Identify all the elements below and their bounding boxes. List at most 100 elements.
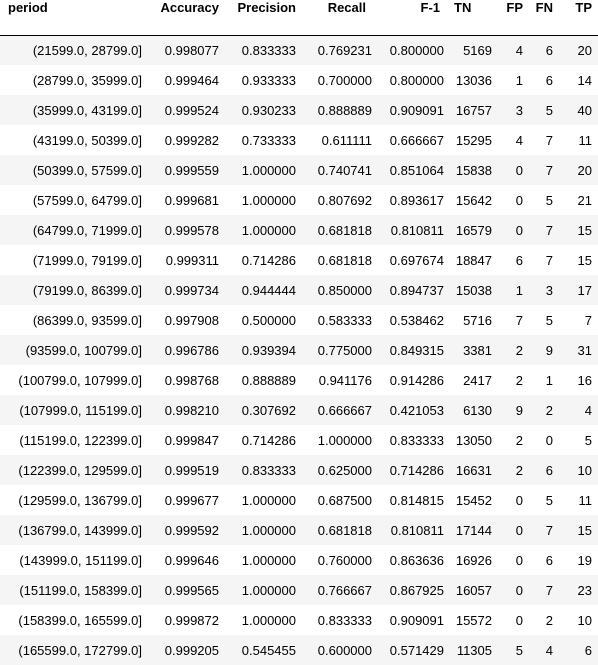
tp-cell: 11: [559, 485, 598, 515]
table-row: (136799.0, 143999.0] 0.999592 1.000000 0.68…: [0, 515, 598, 545]
tn-cell: 15838: [446, 155, 498, 185]
period-cell: (57599.0, 64799.0]: [0, 185, 150, 215]
f1-cell: 0.863636: [372, 545, 446, 575]
accuracy-cell: 0.999872: [150, 605, 225, 635]
fp-cell: 4: [498, 35, 529, 65]
tp-cell: 15: [559, 245, 598, 275]
accuracy-cell: 0.999282: [150, 125, 225, 155]
recall-cell: 0.888889: [302, 95, 372, 125]
table-row: (93599.0, 100799.0] 0.996786 0.939394 0.775…: [0, 335, 598, 365]
tn-cell: 3381: [446, 335, 498, 365]
accuracy-cell: 0.998210: [150, 395, 225, 425]
tp-cell: 14: [559, 65, 598, 95]
recall-cell: 0.600000: [302, 635, 372, 665]
fn-cell: 7: [529, 155, 559, 185]
precision-cell: 0.939394: [225, 335, 302, 365]
column-header-fp: FP: [498, 0, 529, 36]
table-row: (43199.0, 50399.0] 0.999282 0.733333 0.6111…: [0, 125, 598, 155]
tp-cell: 17: [559, 275, 598, 305]
accuracy-cell: 0.999559: [150, 155, 225, 185]
fn-cell: 5: [529, 95, 559, 125]
table-row: (107999.0, 115199.0] 0.998210 0.307692 0.66…: [0, 395, 598, 425]
tn-cell: 13036: [446, 65, 498, 95]
tp-cell: 10: [559, 605, 598, 635]
period-cell: (64799.0, 71999.0]: [0, 215, 150, 245]
recall-cell: 0.583333: [302, 305, 372, 335]
period-cell: (100799.0, 107999.0]: [0, 365, 150, 395]
tn-cell: 17144: [446, 515, 498, 545]
period-cell: (71999.0, 79199.0]: [0, 245, 150, 275]
fp-cell: 2: [498, 425, 529, 455]
fn-cell: 2: [529, 605, 559, 635]
accuracy-cell: 0.999847: [150, 425, 225, 455]
tn-cell: 15452: [446, 485, 498, 515]
accuracy-cell: 0.998077: [150, 35, 225, 65]
tp-cell: 31: [559, 335, 598, 365]
f1-cell: 0.697674: [372, 245, 446, 275]
accuracy-cell: 0.999205: [150, 635, 225, 665]
tp-cell: 15: [559, 515, 598, 545]
fp-cell: 0: [498, 185, 529, 215]
f1-cell: 0.849315: [372, 335, 446, 365]
table-row: (165599.0, 172799.0] 0.999205 0.545455 0.60…: [0, 635, 598, 665]
precision-cell: 1.000000: [225, 605, 302, 635]
recall-cell: 0.681818: [302, 245, 372, 275]
tp-cell: 40: [559, 95, 598, 125]
recall-cell: 0.941176: [302, 365, 372, 395]
period-cell: (143999.0, 151199.0]: [0, 545, 150, 575]
tp-cell: 10: [559, 455, 598, 485]
column-header-fn: FN: [529, 0, 559, 36]
recall-cell: 0.760000: [302, 545, 372, 575]
tn-cell: 15642: [446, 185, 498, 215]
accuracy-cell: 0.999646: [150, 545, 225, 575]
table-row: (129599.0, 136799.0] 0.999677 1.000000 0.68…: [0, 485, 598, 515]
fn-cell: 4: [529, 635, 559, 665]
fn-cell: 7: [529, 125, 559, 155]
fn-cell: 7: [529, 245, 559, 275]
tn-cell: 16757: [446, 95, 498, 125]
accuracy-cell: 0.999311: [150, 245, 225, 275]
tp-cell: 21: [559, 185, 598, 215]
precision-cell: 0.545455: [225, 635, 302, 665]
precision-cell: 0.888889: [225, 365, 302, 395]
tp-cell: 23: [559, 575, 598, 605]
f1-cell: 0.851064: [372, 155, 446, 185]
precision-cell: 1.000000: [225, 575, 302, 605]
f1-cell: 0.893617: [372, 185, 446, 215]
f1-cell: 0.867925: [372, 575, 446, 605]
recall-cell: 0.681818: [302, 515, 372, 545]
table-row: (71999.0, 79199.0] 0.999311 0.714286 0.6818…: [0, 245, 598, 275]
period-cell: (136799.0, 143999.0]: [0, 515, 150, 545]
period-cell: (43199.0, 50399.0]: [0, 125, 150, 155]
precision-cell: 0.944444: [225, 275, 302, 305]
precision-cell: 0.733333: [225, 125, 302, 155]
column-header-period: period: [0, 0, 150, 36]
accuracy-cell: 0.998768: [150, 365, 225, 395]
tn-cell: 13050: [446, 425, 498, 455]
fp-cell: 4: [498, 125, 529, 155]
precision-cell: 0.930233: [225, 95, 302, 125]
f1-cell: 0.810811: [372, 215, 446, 245]
tp-cell: 16: [559, 365, 598, 395]
fn-cell: 7: [529, 215, 559, 245]
recall-cell: 1.000000: [302, 425, 372, 455]
accuracy-cell: 0.999592: [150, 515, 225, 545]
recall-cell: 0.625000: [302, 455, 372, 485]
table-row: (35999.0, 43199.0] 0.999524 0.930233 0.8888…: [0, 95, 598, 125]
recall-cell: 0.700000: [302, 65, 372, 95]
precision-cell: 1.000000: [225, 545, 302, 575]
tp-cell: 6: [559, 635, 598, 665]
fp-cell: 2: [498, 455, 529, 485]
period-cell: (165599.0, 172799.0]: [0, 635, 150, 665]
tn-cell: 5169: [446, 35, 498, 65]
fn-cell: 1: [529, 365, 559, 395]
column-header-accuracy: Accuracy: [150, 0, 225, 36]
precision-cell: 0.933333: [225, 65, 302, 95]
fp-cell: 0: [498, 485, 529, 515]
table-row: (151199.0, 158399.0] 0.999565 1.000000 0.76…: [0, 575, 598, 605]
table-row: (21599.0, 28799.0] 0.998077 0.833333 0.7692…: [0, 35, 598, 65]
table-row: (50399.0, 57599.0] 0.999559 1.000000 0.7407…: [0, 155, 598, 185]
tp-cell: 7: [559, 305, 598, 335]
table-body: (21599.0, 28799.0] 0.998077 0.833333 0.7692…: [0, 35, 598, 665]
tn-cell: 11305: [446, 635, 498, 665]
